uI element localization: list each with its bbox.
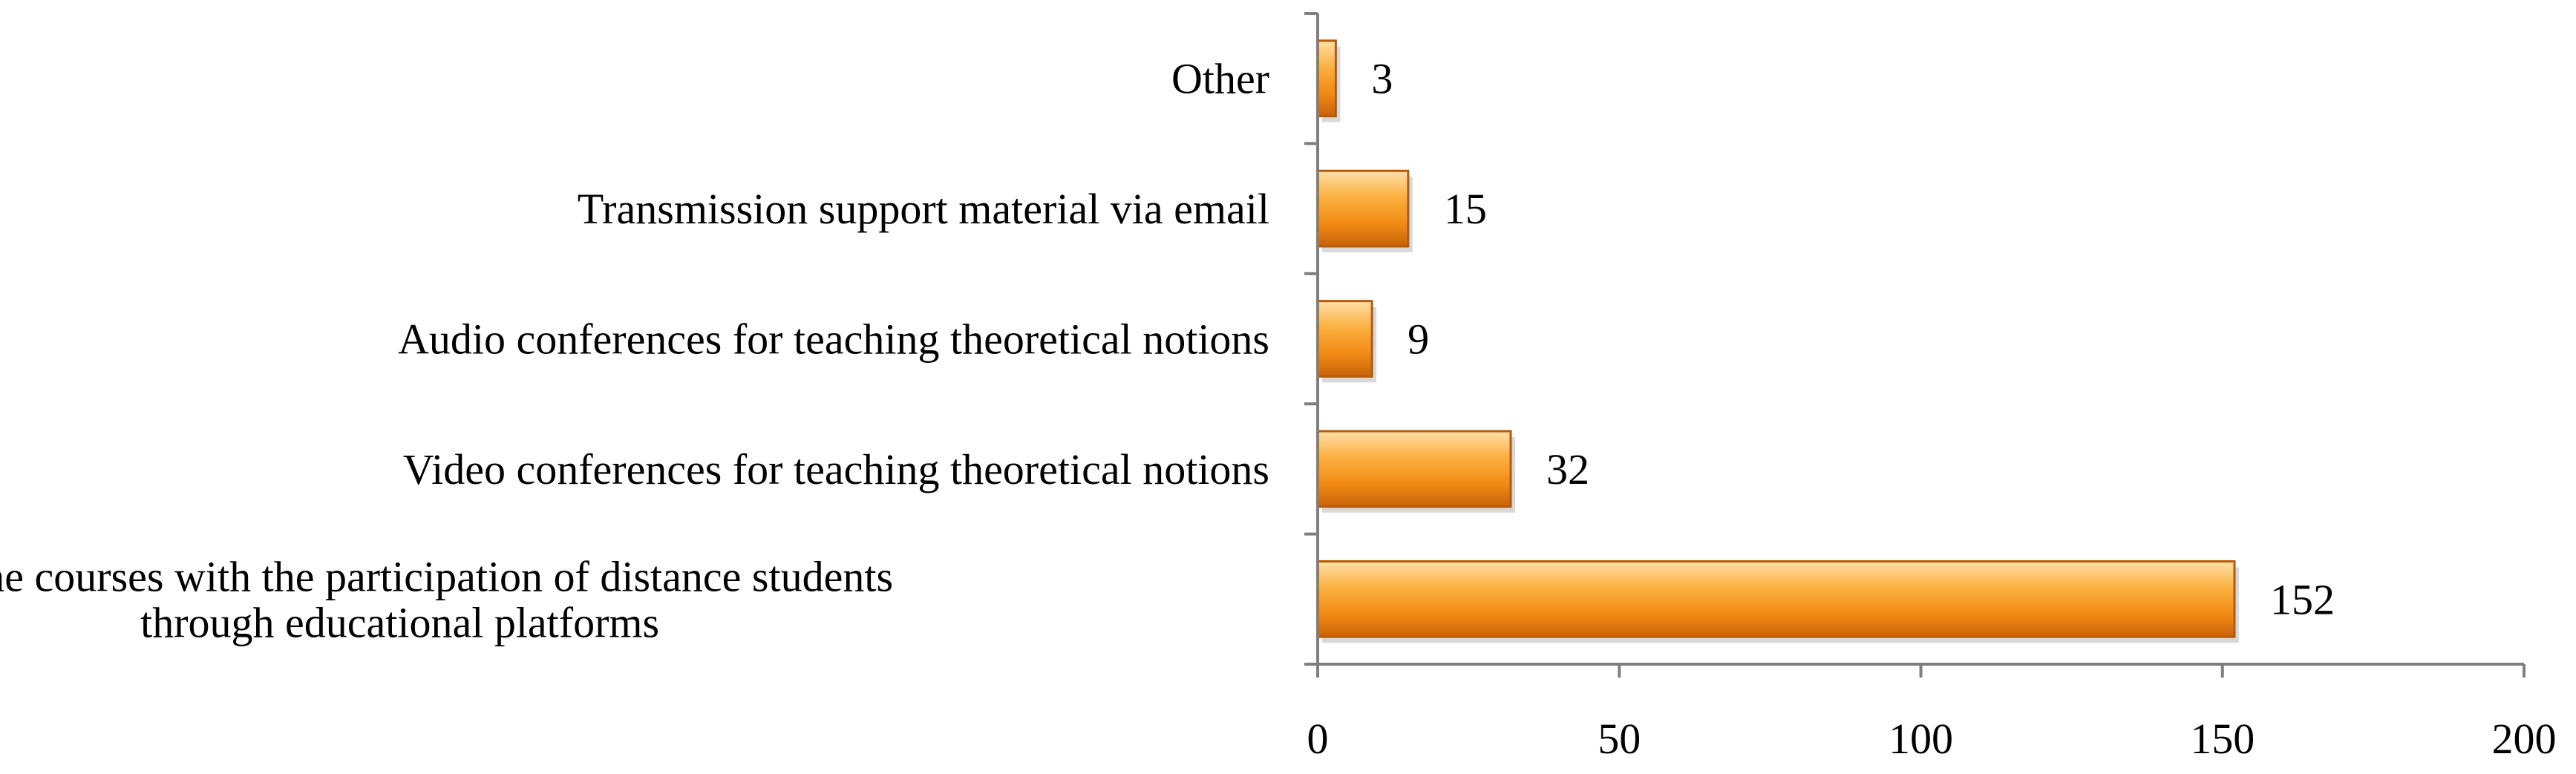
data-label: 32 bbox=[1546, 445, 1589, 493]
labels-layer: 152 Online courses with the participation… bbox=[0, 55, 2557, 763]
category-label: Online courses with the participation of… bbox=[0, 552, 893, 646]
bar bbox=[1316, 39, 1337, 118]
category-label: Transmission support material via email bbox=[578, 185, 1269, 233]
bars-layer bbox=[1316, 39, 2239, 643]
category-label-line: Transmission support material via email bbox=[578, 185, 1269, 233]
bar bbox=[1316, 300, 1373, 378]
data-label: 3 bbox=[1371, 55, 1393, 103]
category-label-line: Online courses with the participation of… bbox=[0, 552, 893, 600]
x-tick-label: 50 bbox=[1598, 715, 1641, 763]
x-tick-label: 150 bbox=[2190, 715, 2255, 763]
bar bbox=[1316, 169, 1410, 248]
data-label: 15 bbox=[1444, 185, 1487, 233]
x-tick-label: 100 bbox=[1889, 715, 1953, 763]
category-label: Video conferences for teaching theoretic… bbox=[403, 445, 1269, 493]
x-tick-label: 200 bbox=[2492, 715, 2557, 763]
category-label: Other bbox=[1171, 55, 1269, 103]
data-label: 9 bbox=[1408, 315, 1429, 364]
data-label: 152 bbox=[2270, 575, 2335, 623]
x-tick-label: 0 bbox=[1307, 715, 1329, 763]
category-label-line: Video conferences for teaching theoretic… bbox=[403, 445, 1269, 493]
bar bbox=[1316, 430, 1512, 508]
category-label-line: Audio conferences for teaching theoretic… bbox=[398, 315, 1269, 364]
bar bbox=[1316, 560, 2236, 638]
axes bbox=[1304, 12, 2526, 678]
category-label-line: through educational platforms bbox=[140, 598, 659, 646]
category-label-line: Other bbox=[1171, 55, 1269, 103]
category-label: Audio conferences for teaching theoretic… bbox=[398, 315, 1269, 364]
